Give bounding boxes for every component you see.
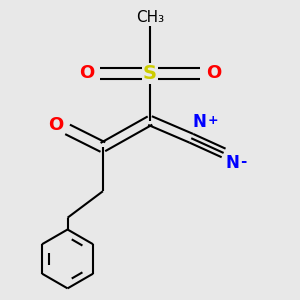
Text: CH₃: CH₃	[136, 10, 164, 25]
Text: N: N	[193, 113, 207, 131]
Text: O: O	[206, 64, 221, 82]
Text: -: -	[240, 154, 246, 169]
Text: +: +	[207, 114, 218, 127]
Text: O: O	[48, 116, 63, 134]
Text: S: S	[143, 64, 157, 83]
Text: N: N	[225, 154, 239, 172]
Text: O: O	[79, 64, 94, 82]
